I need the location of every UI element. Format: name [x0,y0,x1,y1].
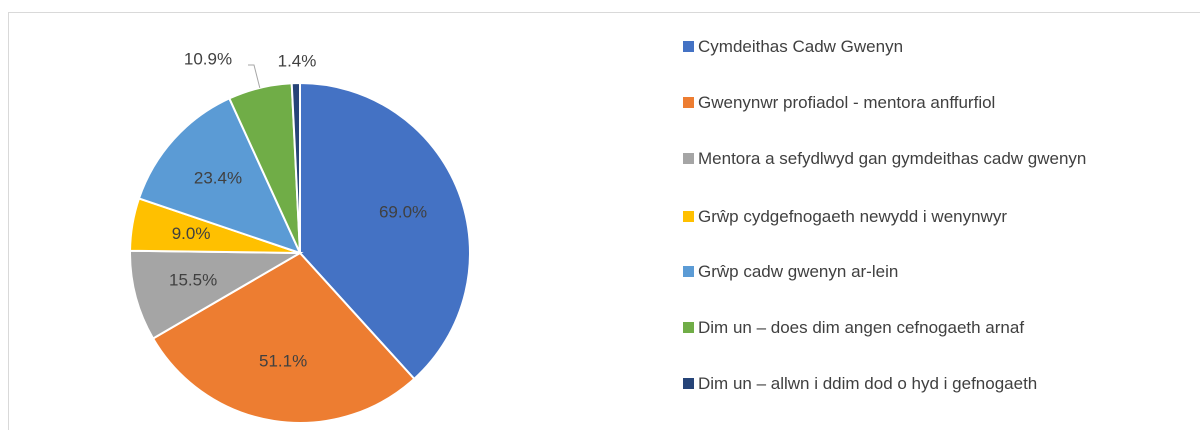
legend-label: Gwenynwr profiadol - mentora anffurfiol [698,93,996,112]
legend-item: Dim un – allwn i ddim dod o hyd i gefnog… [683,373,1138,395]
data-label: 23.4% [194,168,242,187]
leader-line [248,64,261,88]
legend-swatch [683,97,694,108]
legend-swatch [683,153,694,164]
legend-item: Gwenynwr profiadol - mentora anffurfiol [683,92,1138,114]
pie-slice [129,249,304,340]
pie-slice [299,81,471,381]
data-label: 51.1% [259,352,307,371]
legend-swatch [683,211,694,222]
legend-label: Cymdeithas Cadw Gwenyn [698,37,904,56]
data-label: 15.5% [169,271,217,290]
legend-item: Grŵp cydgefnogaeth newydd i wenynwyr [683,206,1138,228]
legend-swatch [683,322,694,333]
data-label: 9.0% [172,224,211,243]
legend-item: Cymdeithas Cadw Gwenyn [683,36,1138,58]
legend-swatch [683,266,694,277]
legend-label: Dim un – allwn i ddim dod o hyd i gefnog… [698,374,1038,393]
pie-slice [137,97,302,255]
legend-label: Dim un – does dim angen cefnogaeth arnaf [698,318,1025,337]
legend-label: Grŵp cydgefnogaeth newydd i wenynwyr [698,207,1007,226]
pie-slice [151,251,416,424]
legend-item: Grŵp cadw gwenyn ar-lein [683,261,1138,283]
legend-item: Mentora a sefydlwyd gan gymdeithas cadw … [683,148,1138,170]
data-label: 10.9% [184,49,232,68]
legend-swatch [683,41,694,52]
legend-item: Dim un – does dim angen cefnogaeth arnaf [683,317,1138,339]
chart-frame [8,12,1200,430]
pie-slice [290,81,301,254]
legend-label: Mentora a sefydlwyd gan gymdeithas cadw … [698,149,1087,168]
data-label: 69.0% [379,203,427,222]
data-label: 1.4% [278,51,317,70]
legend-swatch [683,378,694,389]
legend-label: Grŵp cadw gwenyn ar-lein [698,262,899,281]
